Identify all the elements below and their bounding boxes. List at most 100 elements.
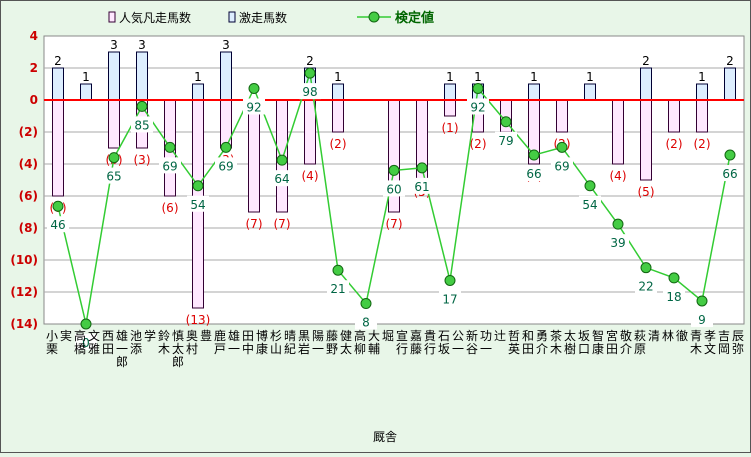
x-tick-label: 添 bbox=[130, 342, 142, 356]
x-tick-label: 高 bbox=[354, 328, 366, 343]
upset-count-label: 1 bbox=[334, 70, 342, 84]
x-tick-label: 太 bbox=[340, 341, 352, 356]
score-label: 92 bbox=[246, 100, 261, 114]
x-tick-label: 吉 bbox=[718, 329, 730, 343]
x-tick-label: 坂 bbox=[578, 329, 590, 343]
score-label-box bbox=[215, 157, 237, 174]
x-tick-label: 田 bbox=[606, 342, 618, 356]
score-point bbox=[164, 141, 176, 153]
legend-label-score: 検定値 bbox=[395, 10, 434, 26]
x-tick-label: 高 bbox=[74, 328, 86, 343]
x-tick-label: 孝 bbox=[704, 329, 716, 343]
y-tick-label: 4 bbox=[30, 29, 38, 43]
score-label-box bbox=[159, 157, 181, 174]
bar-upset-count bbox=[192, 83, 204, 101]
bar-upset-count bbox=[584, 83, 596, 101]
score-point bbox=[724, 149, 736, 161]
score-point bbox=[360, 298, 372, 310]
bar-upset-count bbox=[640, 67, 652, 101]
x-tick-label: 石 bbox=[438, 329, 450, 343]
score-point bbox=[332, 264, 344, 276]
x-tick-label: 太 bbox=[564, 328, 576, 343]
x-tick-label: 太 bbox=[172, 341, 184, 356]
score-point bbox=[80, 318, 92, 330]
score-label-box bbox=[103, 167, 125, 184]
popular-failure-label: (2) bbox=[694, 137, 711, 151]
x-tick-label: 池 bbox=[130, 329, 142, 343]
y-tick-label: (2) bbox=[19, 125, 38, 139]
score-point bbox=[472, 82, 484, 94]
x-tick-label: 紀 bbox=[284, 342, 296, 356]
x-tick-label: 博 bbox=[256, 328, 268, 343]
bar-popular-failure bbox=[556, 99, 568, 133]
upset-count-label: 1 bbox=[698, 70, 706, 84]
score-label: 60 bbox=[386, 182, 401, 196]
x-tick-label: 晴 bbox=[284, 329, 296, 343]
upset-count-label: 1 bbox=[446, 70, 454, 84]
bar-upset-count bbox=[724, 67, 736, 101]
score-label-box bbox=[47, 216, 69, 233]
upset-count-label: 1 bbox=[194, 70, 202, 84]
score-point bbox=[108, 152, 120, 164]
score-label-box bbox=[411, 177, 433, 194]
bar-popular-failure bbox=[444, 99, 456, 117]
y-tick-label: (14) bbox=[10, 317, 38, 331]
score-label: 64 bbox=[274, 172, 289, 186]
x-tick-label: 介 bbox=[620, 342, 632, 356]
score-label-box bbox=[75, 334, 97, 350]
x-tick-label: 郎 bbox=[172, 355, 184, 369]
score-label: 18 bbox=[666, 290, 681, 304]
popular-failure-label: (3) bbox=[134, 153, 151, 167]
y-tick-label: 2 bbox=[30, 61, 38, 75]
x-tick-label: 樹 bbox=[564, 342, 576, 356]
score-point bbox=[416, 162, 428, 174]
x-tick-label: 大 bbox=[368, 329, 380, 343]
x-tick-label: 橋 bbox=[74, 342, 86, 356]
x-tick-label: 雄 bbox=[228, 328, 240, 343]
bar-upset-count bbox=[696, 83, 708, 101]
x-tick-label: 野 bbox=[326, 342, 338, 356]
x-tick-label: 黒 bbox=[298, 329, 310, 343]
score-point bbox=[500, 116, 512, 128]
x-tick-label: 介 bbox=[536, 342, 548, 356]
x-tick-label: 奥 bbox=[186, 329, 198, 343]
bar-upset-count bbox=[80, 83, 92, 101]
x-tick-label: 堀 bbox=[382, 328, 394, 343]
score-label-box bbox=[607, 234, 629, 251]
bar-popular-failure bbox=[304, 99, 316, 165]
score-label-box bbox=[439, 290, 461, 307]
popular-failure-label: (1) bbox=[442, 121, 459, 135]
score-label: 61 bbox=[414, 180, 429, 194]
x-tick-label: 鹿 bbox=[214, 328, 226, 343]
upset-count-label: 2 bbox=[642, 54, 650, 68]
x-tick-label: 中 bbox=[242, 341, 254, 356]
x-tick-label: 輔 bbox=[368, 342, 380, 356]
x-tick-label: 行 bbox=[396, 342, 408, 356]
score-label: 54 bbox=[582, 198, 597, 212]
popular-failure-label: (7) bbox=[274, 217, 291, 231]
x-tick-label: 公 bbox=[452, 329, 464, 343]
score-label: 79 bbox=[498, 134, 513, 148]
x-tick-label: 戸 bbox=[214, 342, 226, 356]
x-tick-label: 鈴 bbox=[158, 328, 170, 343]
upset-count-label: 3 bbox=[110, 38, 118, 52]
bar-popular-failure bbox=[612, 99, 624, 165]
bar-popular-failure bbox=[696, 99, 708, 133]
bar-popular-failure bbox=[640, 99, 652, 181]
score-label: 46 bbox=[50, 218, 65, 232]
x-tick-label: 実 bbox=[60, 328, 72, 343]
x-tick-label: 康 bbox=[256, 341, 268, 356]
upset-count-label: 1 bbox=[586, 70, 594, 84]
x-tick-label: 一 bbox=[312, 342, 324, 356]
upset-count-label: 1 bbox=[530, 70, 538, 84]
bar-upset-count bbox=[220, 51, 232, 101]
score-label-box bbox=[635, 277, 657, 294]
score-point bbox=[304, 67, 316, 79]
x-tick-label: 郎 bbox=[116, 355, 128, 369]
x-tick-label: 原 bbox=[634, 342, 646, 356]
popular-failure-label: (13) bbox=[186, 313, 211, 327]
score-label: 92 bbox=[470, 100, 485, 114]
y-tick-label: 0 bbox=[30, 93, 38, 107]
